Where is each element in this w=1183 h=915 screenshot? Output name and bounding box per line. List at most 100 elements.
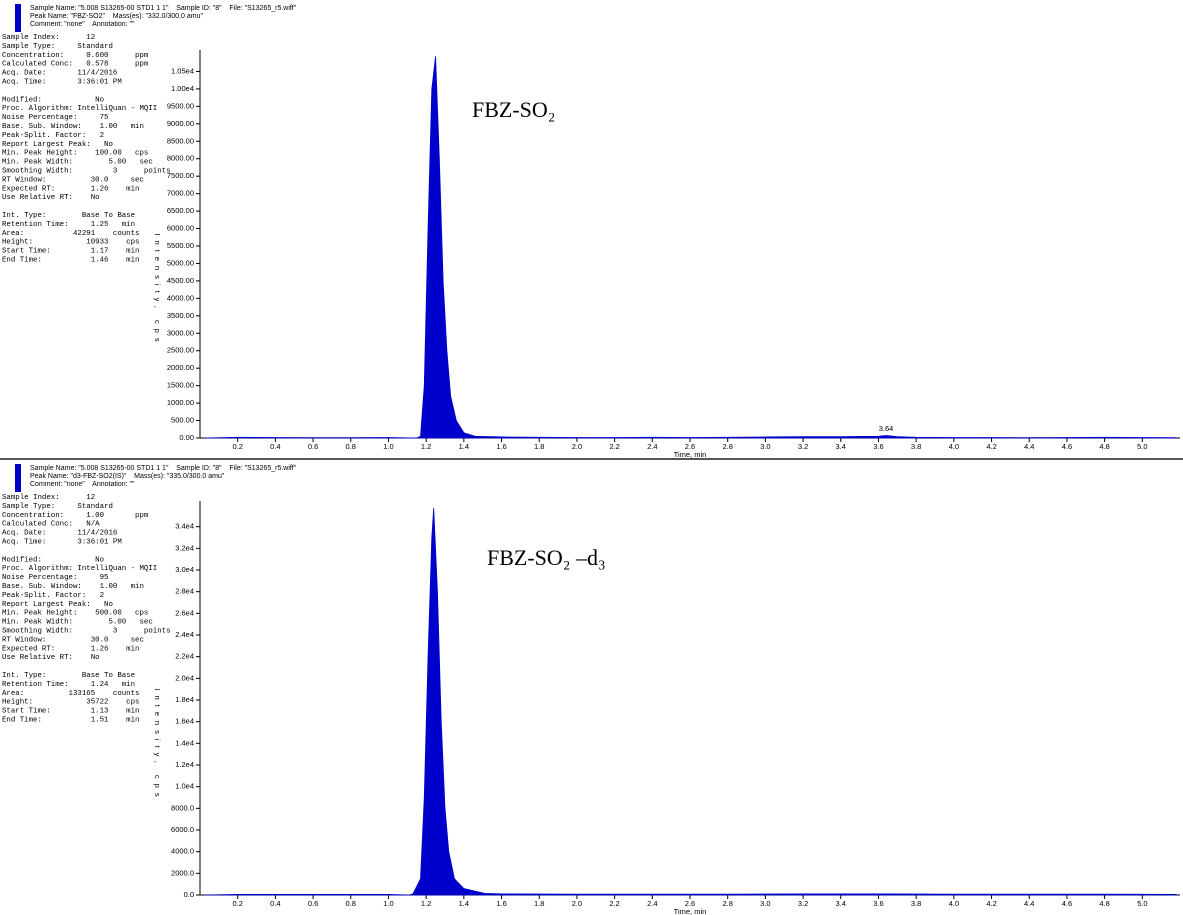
x-tick-label: 4.8 [1099, 442, 1109, 451]
info-line: Base. Sub. Window: 1.00 min [2, 583, 144, 591]
info-line: Concentration: 1.00 ppm [2, 512, 149, 520]
x-tick-label: 1.8 [534, 899, 544, 908]
x-tick-label: 0.2 [232, 442, 242, 451]
y-tick-label: 3000.00 [167, 328, 194, 337]
info-line: Start Time: 1.13 min [2, 708, 140, 716]
info-line: End Time: 1.51 min [2, 716, 140, 724]
y-tick-label: 1000.00 [167, 398, 194, 407]
compound-label: FBZ-SO₂ –d₃ [487, 545, 606, 570]
x-tick-label: 1.0 [383, 442, 393, 451]
x-tick-label: 3.8 [911, 442, 921, 451]
info-line: Noise Percentage: 75 [2, 114, 108, 122]
x-tick-label: 2.8 [722, 442, 732, 451]
info-line: Calculated Conc: 0.578 ppm [2, 61, 149, 69]
info-line: Min. Peak Width: 5.00 sec [2, 619, 153, 627]
info-line: Sample Index: 12 [2, 494, 95, 502]
info-line: Int. Type: Base To Base [2, 212, 135, 220]
y-tick-label: 2.0e4 [175, 673, 194, 682]
y-tick-label: 1.6e4 [175, 717, 194, 726]
y-tick-label: 2.2e4 [175, 652, 194, 661]
x-tick-label: 1.4 [459, 442, 469, 451]
x-tick-label: 4.6 [1062, 899, 1072, 908]
x-tick-label: 2.0 [572, 899, 582, 908]
compound-label: FBZ-SO₂ [472, 97, 555, 122]
x-tick-label: 4.2 [986, 899, 996, 908]
info-line: Min. Peak Height: 500.00 cps [2, 610, 148, 618]
y-tick-label: 2000.0 [171, 868, 194, 877]
info-line: Report Largest Peak: No [2, 601, 113, 609]
info-line: Acq. Time: 3:36:01 PM [2, 78, 122, 86]
info-line: Min. Peak Height: 100.00 cps [2, 150, 148, 158]
info-line: Height: 35722 cps [2, 699, 140, 707]
info-line: Start Time: 1.17 min [2, 248, 140, 256]
y-tick-label: 6500.00 [167, 206, 194, 215]
header-marker [15, 464, 21, 492]
y-tick-label: 7500.00 [167, 171, 194, 180]
y-tick-label: 9000.00 [167, 119, 194, 128]
y-tick-label: 3500.00 [167, 311, 194, 320]
x-tick-label: 3.4 [836, 899, 846, 908]
y-tick-label: 8000.00 [167, 154, 194, 163]
x-tick-label: 3.8 [911, 899, 921, 908]
y-tick-label: 2.4e4 [175, 630, 194, 639]
x-tick-label: 3.6 [873, 442, 883, 451]
x-tick-label: 0.6 [308, 442, 318, 451]
y-tick-label: 7000.00 [167, 189, 194, 198]
x-axis-label: Time, min [674, 907, 707, 915]
x-tick-label: 1.2 [421, 442, 431, 451]
x-tick-label: 1.4 [459, 899, 469, 908]
x-tick-label: 2.4 [647, 442, 657, 451]
info-line: Smoothing Width: 3 points [2, 167, 171, 175]
x-tick-label: 2.2 [609, 899, 619, 908]
y-tick-label: 4000.0 [171, 847, 194, 856]
y-tick-label: 3.2e4 [175, 543, 194, 552]
header-line: Peak Name: "FBZ-SO2" Mass(es): "332.0/30… [30, 13, 203, 20]
x-tick-label: 3.2 [798, 442, 808, 451]
info-line: Acq. Time: 3:36:01 PM [2, 538, 122, 546]
chromatogram [203, 507, 1177, 896]
x-tick-label: 0.2 [232, 899, 242, 908]
info-line: Peak-Split. Factor: 2 [2, 592, 104, 600]
y-tick-label: 0.00 [179, 433, 194, 442]
y-tick-label: 2.8e4 [175, 587, 194, 596]
x-tick-label: 5.0 [1137, 899, 1147, 908]
info-line: Acq. Date: 11/4/2016 [2, 70, 117, 78]
info-line: Height: 10933 cps [2, 239, 140, 247]
info-line: Noise Percentage: 95 [2, 574, 108, 582]
x-tick-label: 3.2 [798, 899, 808, 908]
x-tick-label: 1.2 [421, 899, 431, 908]
info-line: Expected RT: 1.26 min [2, 645, 140, 653]
y-tick-label: 0.0 [184, 890, 194, 899]
info-line: RT Window: 30.0 sec [2, 636, 144, 644]
y-tick-label: 1.8e4 [175, 695, 194, 704]
x-tick-label: 3.4 [836, 442, 846, 451]
x-tick-label: 0.8 [346, 899, 356, 908]
info-line: Acq. Date: 11/4/2016 [2, 530, 117, 538]
info-line: Modified: No [2, 556, 104, 564]
x-tick-label: 3.0 [760, 442, 770, 451]
x-tick-label: 3.6 [873, 899, 883, 908]
x-tick-label: 2.0 [572, 442, 582, 451]
y-tick-label: 9500.00 [167, 101, 194, 110]
info-line: Proc. Algorithm: IntelliQuan - MQII [2, 105, 157, 113]
x-tick-label: 2.8 [722, 899, 732, 908]
x-tick-label: 4.2 [986, 442, 996, 451]
x-tick-label: 1.0 [383, 899, 393, 908]
x-tick-label: 4.8 [1099, 899, 1109, 908]
y-tick-label: 1.00e4 [171, 84, 194, 93]
info-line: Int. Type: Base To Base [2, 672, 135, 680]
y-tick-label: 6000.0 [171, 825, 194, 834]
info-line: Peak-Split. Factor: 2 [2, 132, 104, 140]
info-line: Use Relative RT: No [2, 194, 100, 202]
y-tick-label: 1500.00 [167, 381, 194, 390]
x-tick-label: 4.0 [949, 899, 959, 908]
y-tick-label: 500.00 [171, 416, 194, 425]
header-line: Sample Name: "5.008 S13265-00 STD1 1 1" … [30, 5, 297, 12]
info-line: Concentration: 0.600 ppm [2, 52, 149, 60]
x-tick-label: 0.4 [270, 899, 280, 908]
info-line: Retention Time: 1.24 min [2, 681, 135, 689]
x-tick-label: 5.0 [1137, 442, 1147, 451]
info-line: RT Window: 30.0 sec [2, 176, 144, 184]
